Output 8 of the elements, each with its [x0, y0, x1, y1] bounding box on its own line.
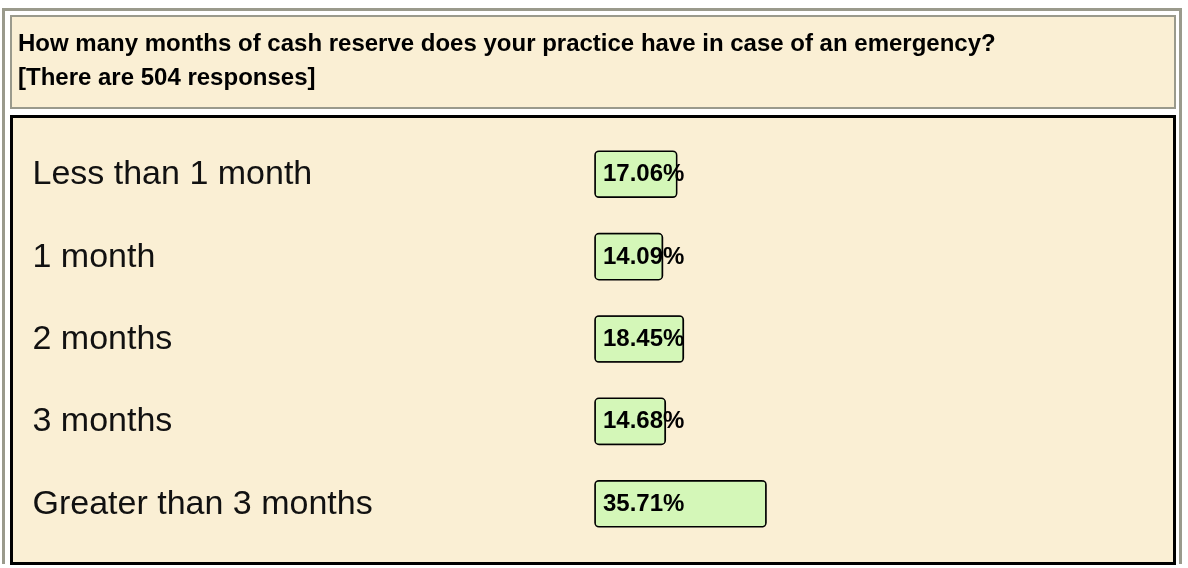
- y-tick-label: Less than 1 month: [32, 153, 313, 192]
- y-tick-label: 1 month: [32, 235, 156, 274]
- data-label: 35.71%: [603, 488, 685, 516]
- y-tick-label: 2 months: [32, 318, 173, 356]
- y-tick-label: Greater than 3 months: [32, 482, 373, 521]
- chart-title: How many months of cash reserve does your practice have in case of an emergency?: [18, 28, 997, 58]
- text: [There are 504 responses]: [18, 62, 317, 92]
- y-tick-label: 3 months: [32, 400, 173, 439]
